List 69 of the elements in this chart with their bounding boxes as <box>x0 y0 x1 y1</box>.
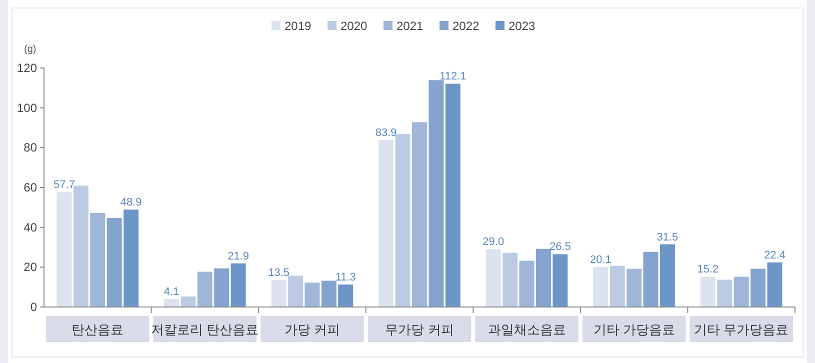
data-label: 13.5 <box>268 267 290 280</box>
legend-label: 2020 <box>340 19 368 33</box>
bar <box>593 266 608 307</box>
legend-label: 2023 <box>508 19 536 33</box>
bar <box>750 268 766 307</box>
bar <box>428 80 444 307</box>
bar <box>519 260 534 307</box>
data-label: 11.3 <box>335 271 356 284</box>
x-tick-label: 탄산음료 <box>72 322 124 337</box>
data-label: 83.9 <box>375 126 397 139</box>
data-label: 57.7 <box>54 179 75 192</box>
bar <box>106 218 122 307</box>
bar <box>486 249 501 307</box>
bar <box>700 276 716 307</box>
bar <box>288 276 304 307</box>
legend-label: 2019 <box>284 19 312 33</box>
data-label: 15.2 <box>697 264 719 276</box>
bar <box>660 244 675 307</box>
bar <box>734 276 749 307</box>
data-label: 29.0 <box>482 236 504 248</box>
bar <box>180 296 196 307</box>
y-tick-label: 40 <box>24 220 38 234</box>
data-label: 31.5 <box>656 231 678 244</box>
data-label: 21.9 <box>228 250 250 262</box>
bar <box>124 210 139 307</box>
legend-label: 2021 <box>396 19 424 33</box>
bar <box>502 252 518 307</box>
data-label: 20.1 <box>590 254 612 266</box>
x-tick-label: 기타 무가당음료 <box>694 322 789 337</box>
data-label: 48.9 <box>120 196 142 209</box>
data-label: 22.4 <box>764 249 786 262</box>
bar <box>610 266 625 307</box>
x-tick-label: 무가당 커피 <box>385 322 454 337</box>
data-label: 112.1 <box>440 70 466 83</box>
y-tick-label: 100 <box>16 100 38 115</box>
bar <box>338 284 354 307</box>
bar <box>626 268 642 307</box>
bar <box>378 140 394 307</box>
bar <box>90 212 106 307</box>
x-tick-label: 과일채소음료 <box>488 322 566 337</box>
bar <box>536 248 551 307</box>
y-tick-label: 0 <box>30 300 38 314</box>
bar <box>643 252 658 307</box>
bar <box>412 122 427 307</box>
bar <box>304 282 320 307</box>
bar <box>271 280 286 307</box>
y-tick-label: 120 <box>16 61 38 75</box>
data-label: 26.5 <box>549 241 571 254</box>
legend-label: 2022 <box>452 19 480 33</box>
bar <box>230 263 246 307</box>
bar <box>552 254 568 307</box>
y-tick-label: 80 <box>24 140 38 155</box>
bar <box>717 280 732 307</box>
bar <box>214 268 230 307</box>
bar <box>164 298 180 307</box>
bar <box>197 272 212 307</box>
data-label: 4.1 <box>164 286 180 298</box>
x-tick-label: 가당 커피 <box>284 322 340 337</box>
y-tick-label: 60 <box>24 180 38 194</box>
x-tick-label: 저칼로리 탄산음료 <box>151 322 259 337</box>
bar <box>767 262 782 307</box>
bar <box>395 134 410 307</box>
bar <box>445 84 460 307</box>
y-axis-title: (g) <box>24 44 36 55</box>
bar <box>73 186 88 307</box>
bar <box>321 280 336 307</box>
x-tick-label: 기타 가당음료 <box>593 322 675 337</box>
bar <box>56 192 72 307</box>
y-tick-label: 20 <box>24 260 38 274</box>
